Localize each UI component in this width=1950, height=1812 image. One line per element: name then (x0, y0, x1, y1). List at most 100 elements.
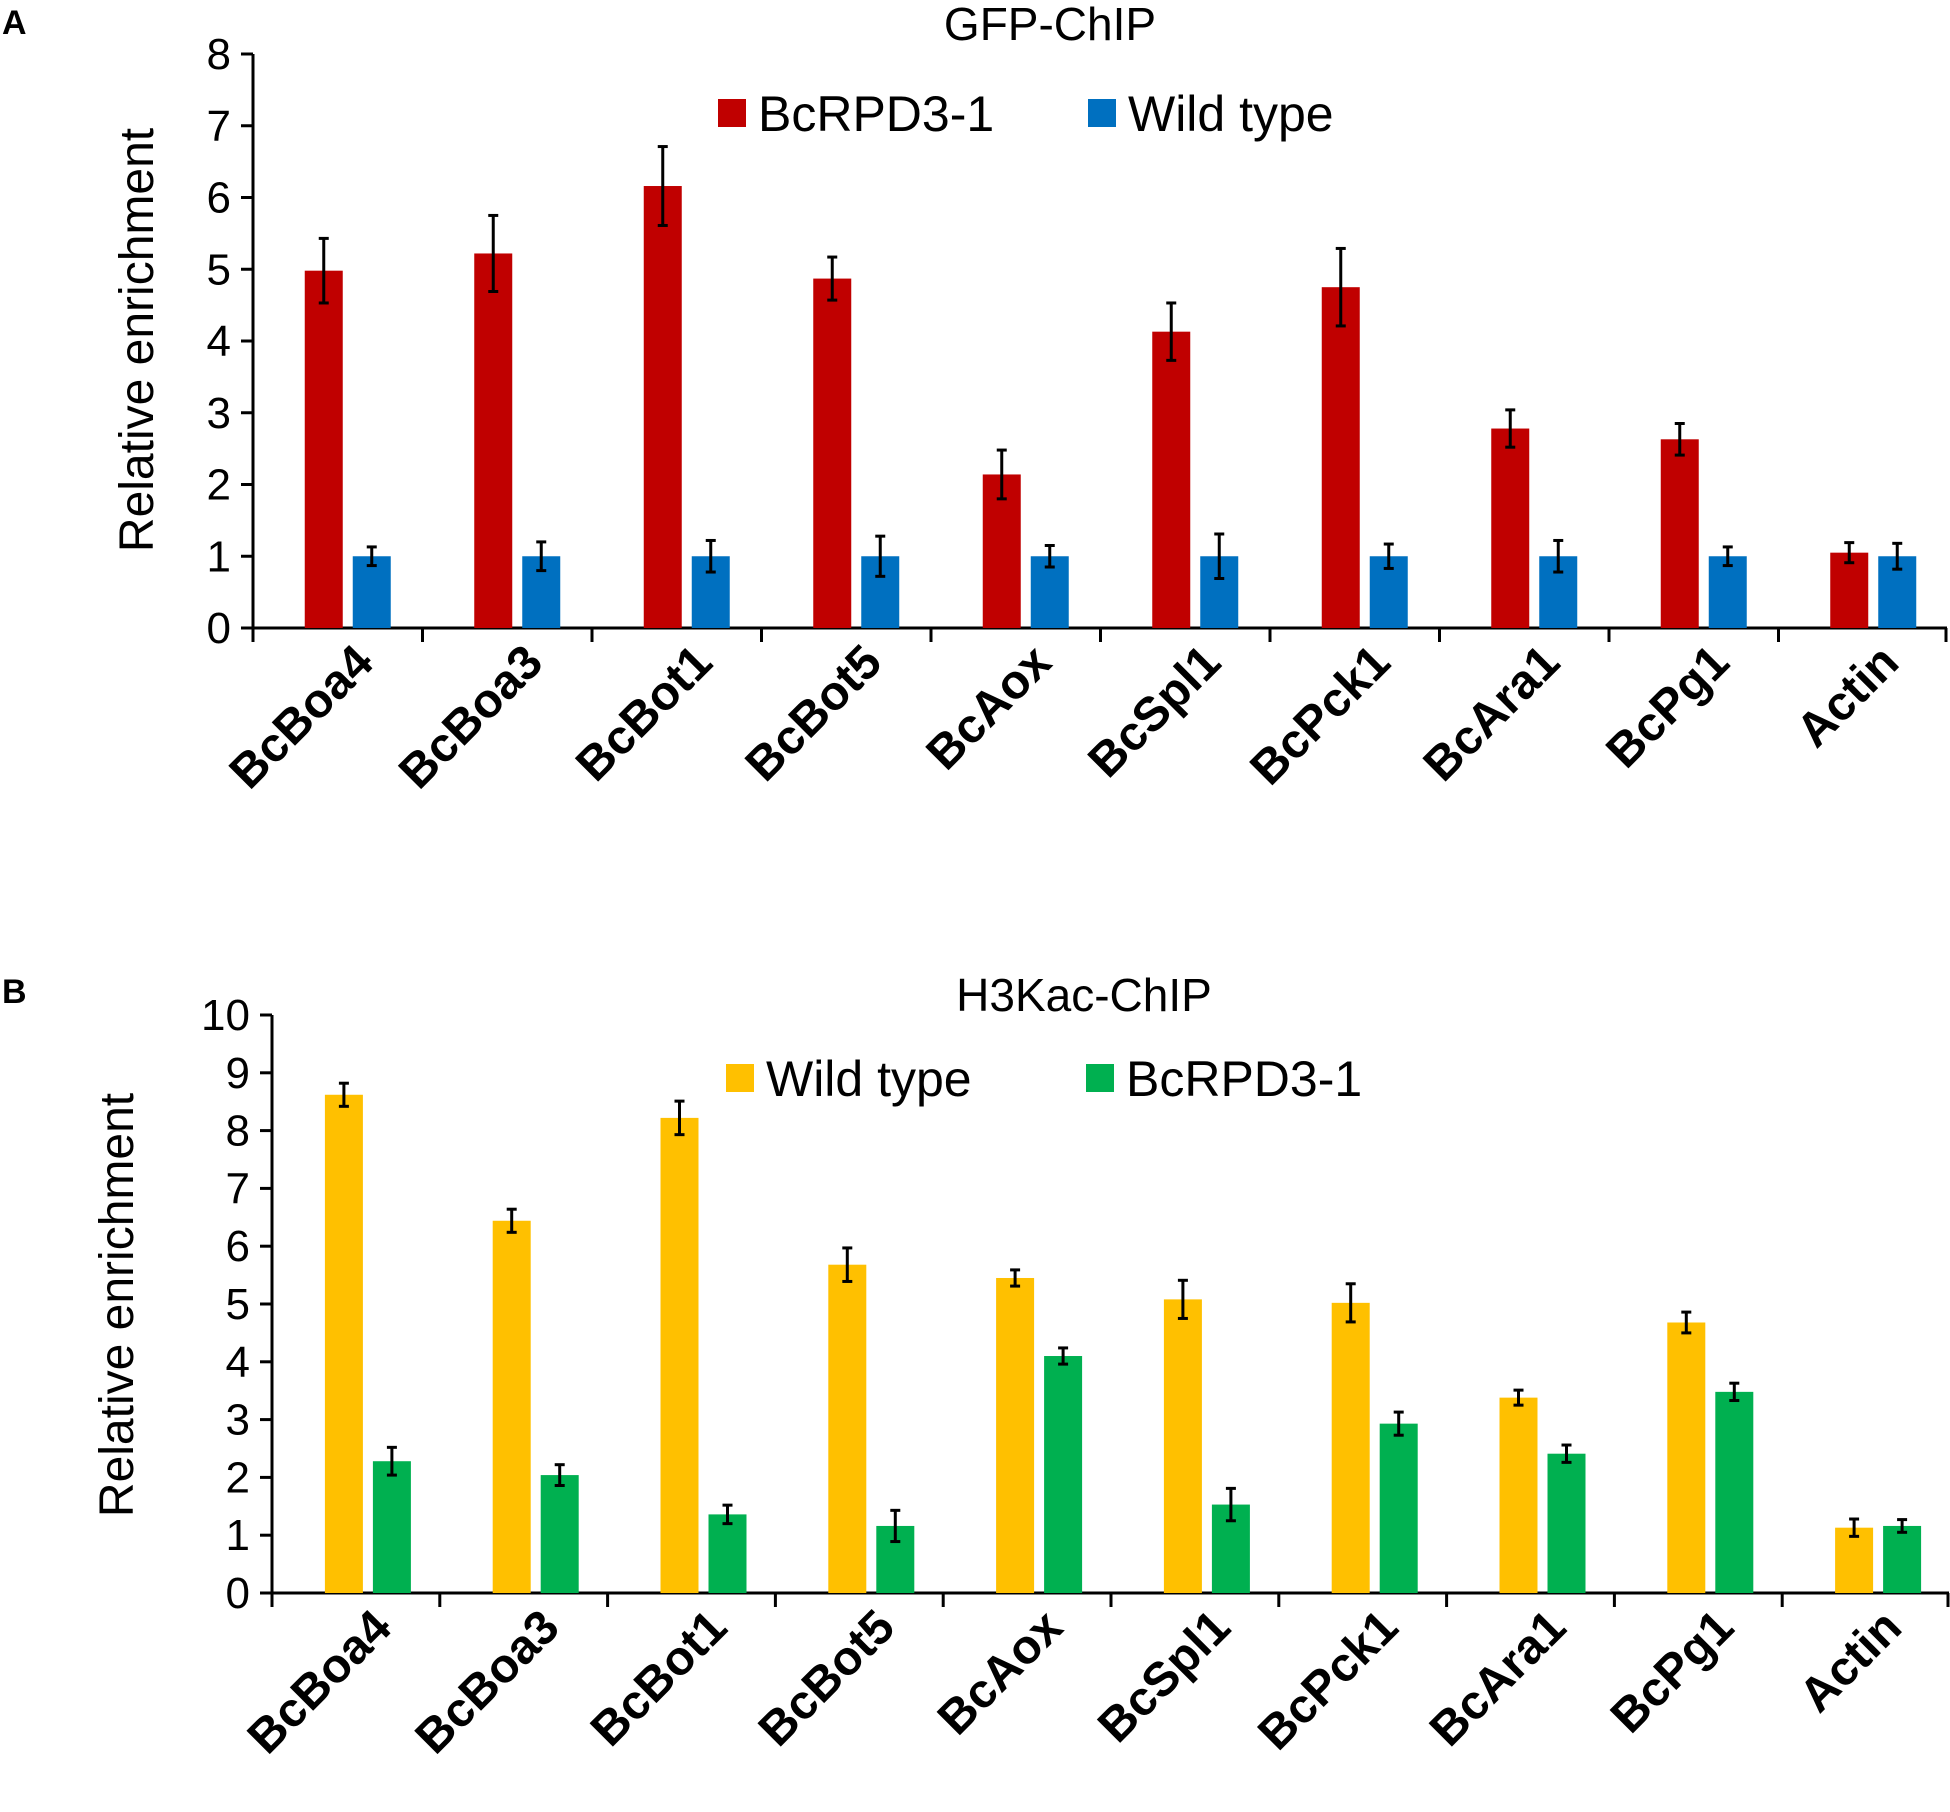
error-bar (1225, 1486, 1236, 1523)
legend-swatch (1086, 1064, 1114, 1092)
y-tick-label: 7 (226, 1164, 250, 1213)
panel-letter: A (2, 4, 27, 42)
error-bar (1214, 532, 1225, 580)
error-bar (1561, 1443, 1572, 1464)
y-tick-label: 6 (226, 1222, 250, 1271)
error-bar (1897, 1518, 1908, 1534)
y-tick-label: 5 (226, 1280, 250, 1329)
bar (1660, 439, 1699, 628)
error-bar (705, 538, 716, 574)
category-label: BcPg1 (1596, 635, 1739, 778)
error-bar (996, 448, 1007, 501)
bar (1491, 428, 1530, 628)
bar (1331, 1302, 1370, 1593)
error-bar (386, 1445, 397, 1477)
legend-swatch (718, 99, 746, 127)
error-bar (1044, 543, 1055, 569)
error-bar (890, 1508, 901, 1544)
y-tick-label: 0 (226, 1569, 250, 1618)
error-bar (1722, 545, 1733, 568)
bar (1499, 1397, 1538, 1593)
error-bar (657, 145, 668, 227)
bar (1708, 556, 1747, 628)
bar (828, 1264, 867, 1593)
bar (474, 253, 513, 628)
legend: BcRPD3-1 Wild type (718, 86, 1334, 142)
chart-title: GFP-ChIP (944, 0, 1156, 50)
category-label: BcAra1 (1420, 1600, 1576, 1756)
bar (813, 278, 852, 628)
error-bar (1383, 542, 1394, 570)
category-label: Actin (1787, 635, 1909, 757)
bar (1152, 331, 1191, 628)
bar (372, 1461, 411, 1593)
y-tick-label: 1 (207, 532, 231, 581)
y-axis-title: Relative enrichment (111, 128, 164, 552)
y-tick-label: 4 (207, 317, 231, 366)
error-bar (1166, 301, 1177, 362)
category-label: BcBot5 (749, 1600, 905, 1756)
error-bar (1177, 1278, 1188, 1320)
bar (1715, 1391, 1754, 1593)
y-tick-label: 3 (207, 389, 231, 438)
error-bar (1729, 1381, 1740, 1403)
error-bar (1393, 1410, 1404, 1437)
y-tick-label: 8 (207, 30, 231, 79)
error-bar (1844, 541, 1855, 565)
y-tick-label: 4 (226, 1338, 250, 1387)
legend-label: BcRPD3-1 (1126, 1051, 1362, 1107)
category-label: BcAox (928, 1600, 1073, 1745)
error-bar (318, 236, 329, 305)
error-bar (1681, 1310, 1692, 1335)
bar (1667, 1322, 1706, 1593)
legend-label: Wild type (766, 1051, 972, 1107)
chart-panel-b: B H3Kac-ChIP Relative enrichment 0 1 2 3 4 5 6 7 8 9… (2, 969, 1950, 1764)
bar (1321, 287, 1360, 628)
bar (1163, 1299, 1202, 1593)
error-bar (1849, 1517, 1860, 1538)
y-axis-title: Relative enrichment (91, 1093, 144, 1517)
y-tick-label: 10 (201, 991, 250, 1040)
category-label: BcBoa3 (389, 635, 553, 799)
legend-label: Wild type (1128, 86, 1334, 142)
error-bar (1505, 408, 1516, 449)
bar (304, 270, 343, 628)
bar (1379, 1423, 1418, 1593)
chart-title: H3Kac-ChIP (956, 969, 1212, 1021)
category-label: BcBoa4 (220, 635, 384, 799)
error-bar (827, 255, 838, 302)
y-tick-label: 0 (207, 604, 231, 653)
error-bar (1892, 541, 1903, 571)
category-label: BcBot1 (566, 635, 722, 791)
bar (540, 1475, 579, 1593)
error-bar (722, 1503, 733, 1526)
category-label: BcPg1 (1601, 1600, 1744, 1743)
error-bar (506, 1207, 517, 1234)
y-tick-label: 3 (226, 1396, 250, 1445)
y-tick-label: 8 (226, 1107, 250, 1156)
error-bar (674, 1099, 685, 1137)
legend-swatch (1088, 99, 1116, 127)
category-label: BcBot5 (736, 635, 892, 791)
error-bar (1345, 1282, 1356, 1324)
chart-panel-a: A GFP-ChIP Relative enrichment 0 1 2 3 4 5 6 7 8 BcB… (2, 0, 1948, 799)
bar (708, 1514, 747, 1593)
bar (1044, 1356, 1083, 1593)
category-label: BcBot1 (581, 1600, 737, 1756)
y-tick-label: 2 (207, 461, 231, 510)
y-tick-label: 9 (226, 1049, 250, 1098)
bar (1835, 1527, 1874, 1593)
category-label: Actin (1790, 1600, 1912, 1722)
bar (660, 1117, 699, 1593)
error-bar (875, 534, 886, 578)
error-bar (842, 1246, 853, 1283)
bar (352, 556, 391, 628)
category-label: BcAra1 (1414, 635, 1570, 791)
error-bar (1010, 1268, 1021, 1288)
category-label: BcAox (917, 635, 1062, 780)
error-bar (488, 213, 499, 293)
category-label: BcSpl1 (1078, 635, 1231, 788)
error-bar (1513, 1388, 1524, 1407)
bar (1547, 1453, 1586, 1593)
